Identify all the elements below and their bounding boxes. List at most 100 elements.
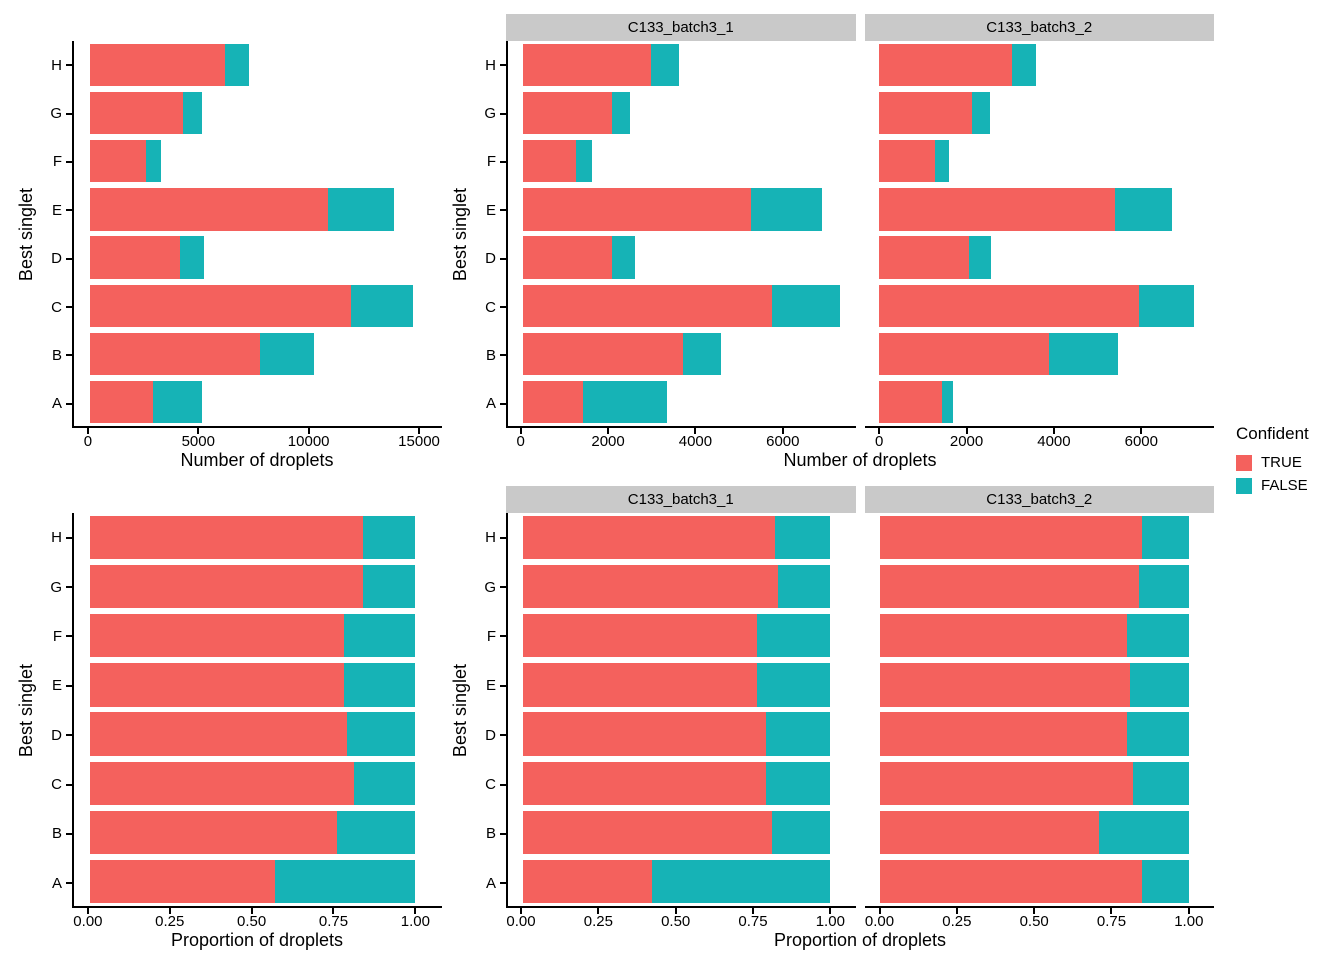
bar-segment-false xyxy=(328,188,394,231)
bar-segment-true xyxy=(879,188,1116,231)
y-axis-label: E xyxy=(51,677,62,695)
y-axis-label: C xyxy=(485,776,496,794)
x-axis-title-text: Proportion of droplets xyxy=(170,930,344,950)
y-axis-label-row: B xyxy=(38,331,72,379)
y-axis-label-row: D xyxy=(38,711,72,760)
bar-segment-true xyxy=(522,236,612,279)
x-axis-tick-mark xyxy=(520,908,523,914)
x-axis-tick-mark xyxy=(250,908,253,914)
bar-row xyxy=(508,234,856,282)
bar-row xyxy=(508,89,856,137)
y-axis-title-text: Best singlet xyxy=(449,187,470,282)
bar-row xyxy=(865,282,1215,330)
x-axis-title: Number of droplets xyxy=(72,450,442,474)
facet-strip-label: C133_batch3_1 xyxy=(627,491,734,508)
bar-row xyxy=(508,611,856,660)
y-axis-label: C xyxy=(51,298,62,316)
y-axis-tick-mark xyxy=(66,354,72,357)
bar-row xyxy=(508,41,856,89)
legend-swatch-true xyxy=(1236,454,1252,471)
facet-panel xyxy=(864,513,1215,908)
x-axis-tick-label: 0.50 xyxy=(1019,913,1049,930)
x-axis-title-text: Number of droplets xyxy=(783,450,937,470)
facet-panel xyxy=(72,513,442,908)
x-axis-title-text: Number of droplets xyxy=(180,450,334,470)
bar-segment-true xyxy=(879,236,970,279)
x-axis-tick-mark xyxy=(955,908,958,914)
x-axis-tick-label: 0.25 xyxy=(583,913,613,930)
bar-row xyxy=(508,808,856,857)
bar-segment-true xyxy=(89,761,354,805)
x-axis-ticks: 0 5000 10000 15000 xyxy=(72,428,442,450)
bar-segment-false xyxy=(611,92,630,135)
y-axis-tick-mark xyxy=(66,783,72,786)
bar-segment-false xyxy=(652,859,831,904)
y-axis-title: Best singlet xyxy=(448,486,472,954)
y-axis-label: A xyxy=(485,395,496,413)
bar-row xyxy=(74,857,442,906)
y-axis-label: F xyxy=(486,627,496,645)
x-axis-title: Proportion of droplets xyxy=(72,930,442,954)
bar-segment-true xyxy=(89,712,348,756)
chart-group-proportions-by-batch: Best singlet H G F E D C B A C133_batch3_1 0.00 0.2… xyxy=(448,486,1214,954)
y-axis-label-row: B xyxy=(472,809,506,858)
y-axis-label-row: E xyxy=(472,186,506,234)
facet-panel xyxy=(506,41,856,428)
chart-body: H G F E D C B A 0.00 0.25 0.50 0.75 1.00 xyxy=(38,486,442,930)
x-axis-tick-mark xyxy=(965,428,968,434)
x-axis-tick-label: 6000 xyxy=(766,433,800,450)
bar-segment-false xyxy=(347,712,416,756)
bar-segment-true xyxy=(879,712,1127,756)
bar-segment-true xyxy=(879,43,1013,87)
y-axis-label-row: C xyxy=(38,760,72,809)
y-axis-tick-mark xyxy=(66,882,72,885)
legend-item-true: TRUE xyxy=(1236,454,1309,471)
bar-segment-false xyxy=(182,92,202,135)
bar-row xyxy=(865,137,1215,185)
y-axis-tick-mark xyxy=(66,536,72,539)
bar-segment-false xyxy=(935,140,950,183)
facet-strip: C133_batch3_1 xyxy=(506,14,856,41)
bar-row xyxy=(74,513,442,562)
bar-row xyxy=(865,808,1215,857)
facet-column: C133_batch3_1 0 2000 4000 6000 xyxy=(506,14,856,450)
y-axis-label: E xyxy=(485,201,496,219)
x-axis-tick-label: 0.00 xyxy=(864,913,895,930)
y-axis-label: H xyxy=(485,529,496,547)
facet-strip: C133_batch3_2 xyxy=(864,14,1214,41)
y-axis-tick-mark xyxy=(500,586,506,589)
x-axis-title: Number of droplets xyxy=(506,450,1214,474)
bar-segment-false xyxy=(353,761,416,805)
bar-segment-true xyxy=(879,614,1127,658)
bar-segment-true xyxy=(522,92,612,135)
y-axis-label: C xyxy=(485,298,496,316)
chart-group-counts-combined: Best singlet H G F E D C B A 0 5000 10000 15000 Numbe… xyxy=(14,14,442,474)
chart-main: H G F E D C B A C133_batch3_1 0 2000 4000 6000 C133_b… xyxy=(472,14,1214,474)
chart-body: H G F E D C B A C133_batch3_1 0.00 0.25 0.50 0.75 1.0… xyxy=(472,486,1214,930)
bar-segment-true xyxy=(89,188,329,231)
legend-item-false: FALSE xyxy=(1236,477,1309,494)
x-axis-tick-mark xyxy=(694,428,697,434)
x-axis-tick-mark xyxy=(1187,908,1190,914)
y-axis-label-row: E xyxy=(38,661,72,710)
bar-segment-true xyxy=(89,614,344,658)
x-axis-tick-mark xyxy=(197,428,200,434)
x-axis-tick-label: 1.00 xyxy=(815,913,845,930)
bar-segment-true xyxy=(522,810,773,854)
y-axis-label: H xyxy=(51,529,62,547)
y-axis-label-row: F xyxy=(472,138,506,186)
y-axis-label-row: G xyxy=(472,89,506,137)
facet-column: C133_batch3_2 0.00 0.25 0.50 0.75 1.00 xyxy=(864,486,1215,930)
facet-column: 0.00 0.25 0.50 0.75 1.00 xyxy=(72,486,442,930)
x-axis-tick-label: 0.75 xyxy=(1096,913,1127,930)
bar-row xyxy=(508,759,856,808)
y-axis-label-row: G xyxy=(38,89,72,137)
y-axis-label: B xyxy=(485,825,496,843)
x-axis-tick-mark xyxy=(1140,428,1143,434)
bar-row xyxy=(74,378,442,426)
y-axis-tick-mark xyxy=(66,112,72,115)
bar-segment-false xyxy=(1126,614,1189,658)
y-axis-label: G xyxy=(50,105,62,123)
bar-segment-false xyxy=(337,810,416,854)
x-axis-tick-label: 0.50 xyxy=(237,913,267,930)
